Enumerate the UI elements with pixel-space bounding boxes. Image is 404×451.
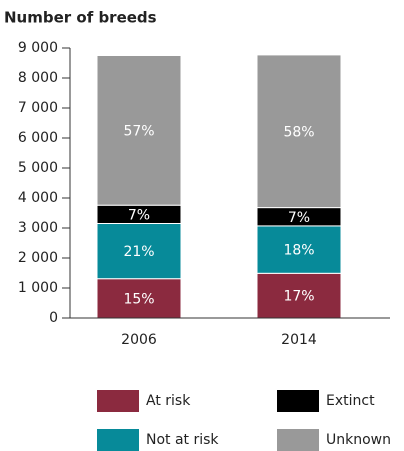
legend-swatch xyxy=(97,390,139,412)
value-label: 21% xyxy=(123,244,154,260)
bar-segment xyxy=(96,55,182,206)
bar-segment xyxy=(256,225,342,274)
value-label: 57% xyxy=(123,123,154,139)
y-tick-label: 1 000 xyxy=(18,280,58,296)
legend-swatch xyxy=(97,429,139,451)
legend-label: At risk xyxy=(146,393,191,409)
y-tick-label: 7 000 xyxy=(18,100,58,116)
y-tick-label: 6 000 xyxy=(18,130,58,146)
y-tick-label: 3 000 xyxy=(18,220,58,236)
y-tick-label: 5 000 xyxy=(18,160,58,176)
value-label: 15% xyxy=(123,291,154,307)
x-tick-label: 2014 xyxy=(281,332,317,348)
y-tick-label: 2 000 xyxy=(18,250,58,266)
chart-title: Number of breeds xyxy=(4,9,157,27)
value-label: 17% xyxy=(283,289,314,305)
value-label: 18% xyxy=(283,243,314,259)
bar-segment xyxy=(256,272,342,319)
legend-swatch xyxy=(277,429,319,451)
bar-segment xyxy=(256,54,342,209)
y-tick-label: 9 000 xyxy=(18,40,58,56)
y-tick-label: 0 xyxy=(49,310,58,326)
legend-label: Unknown xyxy=(326,432,391,448)
x-tick-label: 2006 xyxy=(121,332,157,348)
bar-segment xyxy=(96,278,182,319)
legend-swatch xyxy=(277,390,319,412)
y-tick-label: 8 000 xyxy=(18,70,58,86)
value-label: 7% xyxy=(288,210,310,226)
legend-label: Not at risk xyxy=(146,432,219,448)
value-label: 58% xyxy=(283,124,314,140)
legend-label: Extinct xyxy=(326,393,375,409)
value-label: 7% xyxy=(128,207,150,223)
y-tick-label: 4 000 xyxy=(18,190,58,206)
bar-segment xyxy=(96,223,182,280)
